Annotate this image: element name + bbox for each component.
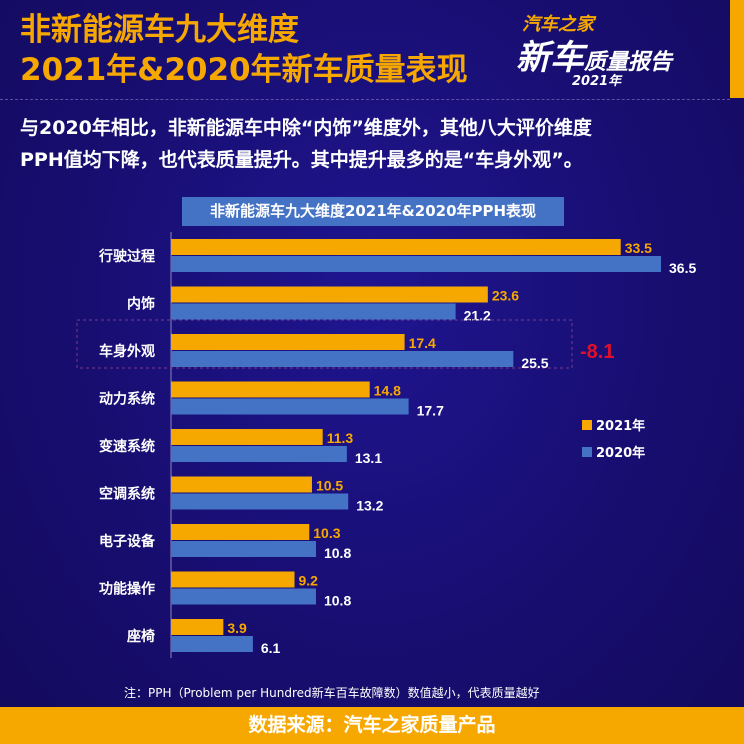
bar-2020 bbox=[171, 541, 316, 557]
page-title: 非新能源车九大维度 2021年&2020年新车质量表现 bbox=[20, 12, 468, 88]
data-label: 23.6 bbox=[492, 288, 519, 304]
bar-2021 bbox=[171, 524, 310, 540]
bar-2020 bbox=[171, 588, 316, 605]
report-logo: 汽车之家 新车质量报告 2021年 bbox=[516, 14, 673, 89]
data-label: 21.2 bbox=[464, 308, 491, 324]
data-label: 17.7 bbox=[417, 403, 444, 419]
category-label: 动力系统 bbox=[99, 391, 155, 408]
data-label: 6.1 bbox=[261, 640, 281, 656]
legend-swatch bbox=[582, 420, 592, 430]
bar-2020 bbox=[171, 256, 661, 272]
bar-2021 bbox=[171, 286, 488, 303]
bar-2020 bbox=[171, 446, 347, 462]
bar-2021 bbox=[171, 476, 312, 493]
data-label: 13.1 bbox=[355, 450, 382, 466]
bar-2021 bbox=[171, 619, 224, 635]
category-label: 内饰 bbox=[127, 296, 155, 313]
highlight-box bbox=[76, 319, 573, 369]
data-label: 13.2 bbox=[356, 498, 383, 514]
bar-2021 bbox=[171, 239, 621, 255]
bar-2020 bbox=[171, 303, 456, 320]
bar-2021 bbox=[171, 571, 295, 588]
category-label: 座椅 bbox=[127, 628, 155, 645]
data-label: 36.5 bbox=[669, 260, 696, 276]
data-label: 9.2 bbox=[299, 573, 319, 589]
data-label: 14.8 bbox=[374, 383, 401, 399]
category-label: 车身外观 bbox=[99, 343, 155, 360]
footnote: 注：PPH（Problem per Hundred新车百车故障数）数值越小，代表… bbox=[124, 686, 540, 700]
data-label: 10.5 bbox=[316, 478, 343, 494]
legend-label: 2020年 bbox=[596, 445, 645, 461]
category-label: 行驶过程 bbox=[98, 248, 155, 265]
bar-2020 bbox=[171, 398, 409, 415]
category-label: 变速系统 bbox=[99, 438, 155, 455]
data-label: 3.9 bbox=[227, 620, 247, 636]
accent-bar bbox=[730, 0, 744, 98]
data-label: 10.8 bbox=[324, 593, 351, 609]
category-label: 空调系统 bbox=[99, 486, 155, 503]
bar-2020 bbox=[171, 636, 253, 652]
bar-2021 bbox=[171, 429, 323, 445]
bar-2021 bbox=[171, 334, 405, 350]
data-source-footer: 数据来源：汽车之家质量产品 bbox=[0, 707, 744, 744]
data-label: 33.5 bbox=[625, 240, 652, 256]
data-label: 11.3 bbox=[327, 430, 354, 446]
data-label: 10.3 bbox=[313, 525, 340, 541]
bar-2020 bbox=[171, 493, 349, 510]
data-label: 25.5 bbox=[521, 355, 548, 371]
description: 与2020年相比，非新能源车中除“内饰”维度外，其他八大评价维度 PPH值均下降… bbox=[20, 117, 592, 171]
data-label: 10.8 bbox=[324, 545, 351, 561]
category-label: 功能操作 bbox=[99, 581, 155, 598]
difference-label: -8.1 bbox=[580, 341, 614, 363]
legend-label: 2021年 bbox=[596, 418, 645, 434]
bar-2021 bbox=[171, 381, 370, 398]
data-label: 17.4 bbox=[409, 335, 436, 351]
divider bbox=[0, 99, 730, 100]
chart-title: 非新能源车九大维度2021年&2020年PPH表现 bbox=[182, 197, 564, 226]
category-label: 电子设备 bbox=[99, 533, 156, 550]
legend-swatch bbox=[582, 447, 592, 457]
bar-2020 bbox=[171, 351, 514, 367]
